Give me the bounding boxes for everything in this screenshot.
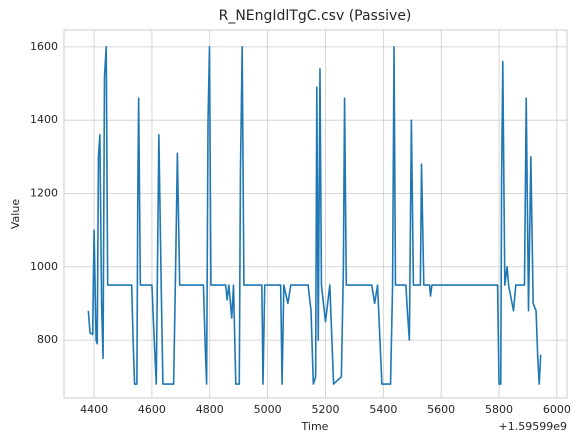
x-axis-label: Time	[301, 420, 329, 433]
x-tick-label: 4400	[80, 403, 108, 416]
y-tick-label: 1400	[30, 113, 58, 126]
chart-title: R_NEngIdlTgC.csv (Passive)	[219, 8, 412, 24]
plot-frame	[63, 29, 568, 399]
data-line	[87, 46, 542, 385]
x-tick-label: 5800	[485, 403, 513, 416]
x-tick-label: 5200	[311, 403, 339, 416]
y-tick-label: 1600	[30, 40, 58, 53]
x-tick-label: 5600	[427, 403, 455, 416]
x-offset-label: +1.59599e9	[499, 420, 567, 433]
y-tick-label: 1200	[30, 186, 58, 199]
y-axis-label: Value	[9, 199, 22, 229]
x-tick-label: 6000	[543, 403, 571, 416]
x-tick-label: 5000	[254, 403, 282, 416]
y-tick-label: 1000	[30, 260, 58, 273]
x-tick-label: 4600	[138, 403, 166, 416]
y-tick-label: 800	[37, 333, 58, 346]
x-tick-label: 5400	[369, 403, 397, 416]
x-tick-label: 4800	[196, 403, 224, 416]
